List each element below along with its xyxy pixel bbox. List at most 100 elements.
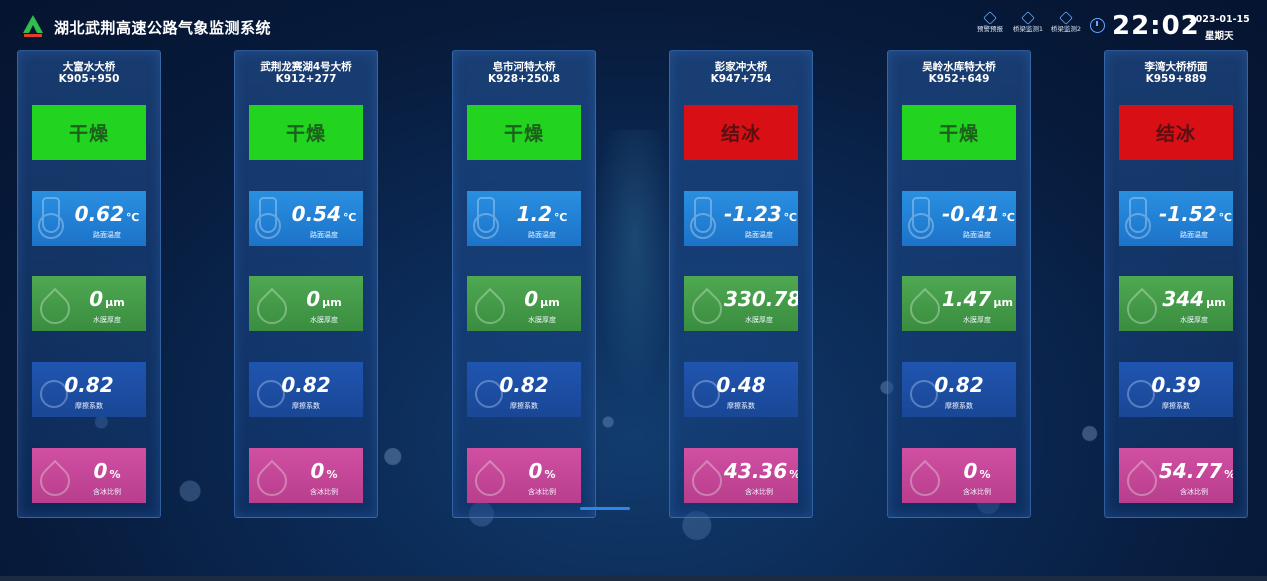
- water-film-value: 0 μm: [524, 287, 560, 311]
- friction-card: 0.82 摩擦系数: [249, 362, 363, 417]
- road-temperature-card: -1.23 ℃ 路面温度: [684, 191, 798, 246]
- station-code: K947+754: [710, 73, 772, 85]
- road-temperature-card: 1.2 ℃ 路面温度: [467, 191, 581, 246]
- road-temperature-value: 0.62 ℃: [74, 202, 140, 226]
- ice-drop-icon: [250, 459, 294, 503]
- bridge-monitor-2-label: 桥梁监测2: [1050, 25, 1082, 33]
- station-code: K905+950: [58, 73, 120, 85]
- station-panel[interactable]: 吴岭水库特大桥 K952+649 干燥 -0.41 ℃ 路面温度 1.47 μm 水…: [887, 50, 1031, 518]
- water-film-card: 0 μm 水膜厚度: [32, 276, 146, 331]
- current-date: 2023-01-15: [1189, 14, 1250, 25]
- bridge-monitor-icon: [1059, 11, 1073, 25]
- water-drop-icon: [685, 287, 729, 331]
- friction-value: 0.39: [1151, 373, 1201, 397]
- road-temperature-card: 0.54 ℃ 路面温度: [249, 191, 363, 246]
- water-film-label: 水膜厚度: [1180, 316, 1208, 324]
- station-panel[interactable]: 彭家冲大桥 K947+754 结冰 -1.23℃ 路面温度 330.78μm 水…: [669, 50, 813, 518]
- station-code: K912+277: [275, 73, 337, 85]
- ice-ratio-value: 0%: [963, 459, 991, 483]
- station-name: 吴岭水库特大桥: [922, 61, 996, 73]
- road-temperature-value: 0.54 ℃: [291, 202, 357, 226]
- friction-card: 0.39 摩擦系数: [1119, 362, 1233, 417]
- friction-icon: [1127, 380, 1155, 408]
- friction-icon: [910, 380, 938, 408]
- ice-ratio-value: 0%: [310, 459, 338, 483]
- carousel-indicator[interactable]: [580, 507, 630, 510]
- road-temperature-label: 路面温度: [1180, 231, 1208, 239]
- friction-card: 0.82 摩擦系数: [32, 362, 146, 417]
- road-temperature-value: -1.23 ℃: [724, 202, 797, 226]
- current-weekday: 星期天: [1205, 31, 1234, 42]
- bridge-monitor-icon: [1021, 11, 1035, 25]
- friction-label: 摩擦系数: [727, 402, 755, 410]
- friction-value: 0.82: [934, 373, 984, 397]
- ice-ratio-label: 含冰比例: [745, 488, 773, 496]
- ice-ratio-label: 含冰比例: [93, 488, 121, 496]
- station-code: K952+649: [928, 73, 990, 85]
- friction-label: 摩擦系数: [1162, 402, 1190, 410]
- water-drop-icon: [250, 287, 294, 331]
- road-status-badge: 干燥: [249, 105, 363, 160]
- station-panel[interactable]: 武荆龙赛湖4号大桥 K912+277 干燥 0.54 ℃ 路面温度 0 μm 水膜厚…: [234, 50, 378, 518]
- app-logo-icon: [23, 15, 43, 37]
- friction-label: 摩擦系数: [75, 402, 103, 410]
- taskbar: [0, 576, 1267, 581]
- road-temperature-value: 1.2 ℃: [516, 202, 568, 226]
- station-code: K928+250.8: [487, 73, 561, 85]
- water-film-value: 0 μm: [89, 287, 125, 311]
- road-status-badge: 结冰: [1119, 105, 1233, 160]
- station-name: 大富水大桥: [62, 61, 116, 73]
- road-status-badge: 干燥: [467, 105, 581, 160]
- ice-ratio-label: 含冰比例: [963, 488, 991, 496]
- ice-drop-icon: [1120, 459, 1164, 503]
- friction-label: 摩擦系数: [945, 402, 973, 410]
- thermometer-icon: [255, 197, 281, 239]
- water-film-label: 水膜厚度: [528, 316, 556, 324]
- ice-ratio-card: 0% 含冰比例: [467, 448, 581, 503]
- friction-card: 0.82 摩擦系数: [467, 362, 581, 417]
- road-temperature-card: 0.62 ℃ 路面温度: [32, 191, 146, 246]
- water-film-card: 0 μm 水膜厚度: [467, 276, 581, 331]
- ice-ratio-card: 43.36% 含冰比例: [684, 448, 798, 503]
- friction-icon: [40, 380, 68, 408]
- thermometer-icon: [908, 197, 934, 239]
- ice-drop-icon: [33, 459, 77, 503]
- station-panel[interactable]: 皂市河特大桥 K928+250.8 干燥 1.2 ℃ 路面温度 0 μm 水膜厚度 …: [452, 50, 596, 518]
- ice-ratio-value: 43.36%: [724, 459, 798, 483]
- friction-label: 摩擦系数: [292, 402, 320, 410]
- header: 湖北武荆高速公路气象监测系统 预警预报 桥梁监测1 桥梁监测2 22:02 20…: [0, 0, 1267, 52]
- station-name: 皂市河特大桥: [492, 61, 556, 73]
- station-code: K959+889: [1145, 73, 1207, 85]
- water-film-value: 344 μm: [1162, 287, 1226, 311]
- water-drop-icon: [1120, 287, 1164, 331]
- station-panel[interactable]: 李湾大桥桥面 K959+889 结冰 -1.52 ℃ 路面温度 344 μm 水膜厚…: [1104, 50, 1248, 518]
- road-temperature-card: -0.41 ℃ 路面温度: [902, 191, 1016, 246]
- water-film-label: 水膜厚度: [745, 316, 773, 324]
- water-film-value: 1.47 μm: [942, 287, 1013, 311]
- water-drop-icon: [468, 287, 512, 331]
- background-bokeh: [0, 330, 1267, 560]
- station-panel[interactable]: 大富水大桥 K905+950 干燥 0.62 ℃ 路面温度 0 μm 水膜厚度 0.…: [17, 50, 161, 518]
- road-temperature-label: 路面温度: [963, 231, 991, 239]
- friction-value: 0.82: [281, 373, 331, 397]
- water-drop-icon: [903, 287, 947, 331]
- water-film-label: 水膜厚度: [963, 316, 991, 324]
- ice-drop-icon: [685, 459, 729, 503]
- bridge-monitor-1-button[interactable]: 桥梁监测1: [1010, 11, 1046, 33]
- friction-value: 0.48: [716, 373, 766, 397]
- warning-forecast-icon: [983, 11, 997, 25]
- water-film-card: 344 μm 水膜厚度: [1119, 276, 1233, 331]
- warning-forecast-label: 预警预报: [977, 25, 1003, 33]
- road-temperature-card: -1.52 ℃ 路面温度: [1119, 191, 1233, 246]
- warning-forecast-button[interactable]: 预警预报: [972, 11, 1008, 33]
- water-film-label: 水膜厚度: [310, 316, 338, 324]
- bridge-monitor-1-label: 桥梁监测1: [1012, 25, 1044, 33]
- ice-ratio-card: 0% 含冰比例: [32, 448, 146, 503]
- friction-label: 摩擦系数: [510, 402, 538, 410]
- road-temperature-value: -1.52 ℃: [1159, 202, 1232, 226]
- station-name: 李湾大桥桥面: [1144, 61, 1208, 73]
- bridge-monitor-2-button[interactable]: 桥梁监测2: [1048, 11, 1084, 33]
- station-name: 彭家冲大桥: [714, 61, 768, 73]
- ice-drop-icon: [903, 459, 947, 503]
- thermometer-icon: [38, 197, 64, 239]
